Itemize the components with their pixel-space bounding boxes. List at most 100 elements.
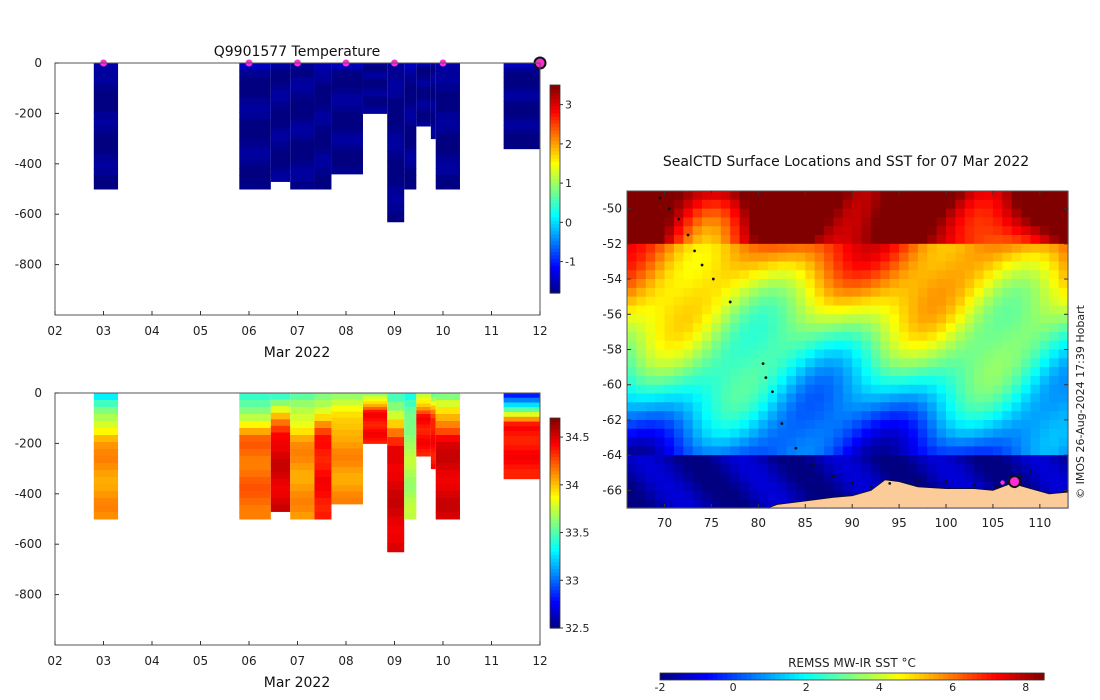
sst-cell xyxy=(852,455,863,465)
profile-cell xyxy=(270,491,291,499)
sst-cell xyxy=(974,208,985,219)
sst-cell xyxy=(1021,287,1032,298)
profile-cell xyxy=(404,182,417,190)
sst-cell xyxy=(711,314,722,324)
sst-cell xyxy=(795,261,806,271)
sst-cell xyxy=(758,340,769,351)
profile-cell xyxy=(416,70,431,74)
sst-cell xyxy=(711,411,722,421)
colorbar-frame xyxy=(659,672,1045,681)
sst-cell xyxy=(627,191,637,201)
sst-cell xyxy=(655,191,666,201)
sst-cell xyxy=(720,287,731,298)
sst-cell xyxy=(1039,367,1050,377)
sst-cell xyxy=(842,252,853,263)
sst-cell xyxy=(795,402,806,412)
sst-cell xyxy=(692,217,703,227)
sst-cell xyxy=(739,235,750,245)
sst-cell xyxy=(748,191,759,201)
sst-cell xyxy=(692,340,703,351)
profile-cell xyxy=(362,426,388,430)
sst-cell xyxy=(1058,305,1069,315)
sst-cell xyxy=(852,314,863,324)
sst-cell xyxy=(702,199,713,210)
profile-cell xyxy=(416,428,431,432)
profile-column xyxy=(239,63,271,190)
sst-cell xyxy=(1030,472,1041,483)
profile-cell xyxy=(290,161,315,169)
sst-cell xyxy=(767,402,778,412)
profile-cell xyxy=(404,435,417,443)
sst-cell xyxy=(889,243,900,254)
colorbar-segment xyxy=(550,265,560,270)
sst-cell xyxy=(767,252,778,263)
sst-cell xyxy=(673,314,684,324)
profile-cell xyxy=(435,463,460,471)
sst-cell xyxy=(711,446,722,456)
sst-cell xyxy=(842,428,853,439)
colorbar-tick-label: 0 xyxy=(565,216,572,229)
sst-cell xyxy=(1002,208,1013,219)
profile-cell xyxy=(362,82,388,86)
sst-cell xyxy=(861,270,872,280)
sst-cell xyxy=(1039,217,1050,227)
sst-cell xyxy=(852,305,863,315)
sst-cell xyxy=(767,323,778,333)
profile-cell xyxy=(270,498,291,506)
sst-cell xyxy=(974,340,985,351)
sst-cell xyxy=(1058,455,1069,465)
sst-cell xyxy=(777,305,788,315)
sst-cell xyxy=(927,393,938,403)
profile-cell xyxy=(331,491,363,499)
profile-cell xyxy=(290,505,315,513)
sst-cell xyxy=(824,375,835,386)
sst-cell xyxy=(1039,314,1050,324)
profile-cell xyxy=(93,112,119,120)
sst-cell xyxy=(1030,367,1041,377)
profile-cell xyxy=(416,63,431,67)
sst-cell xyxy=(645,340,656,351)
sst-cell xyxy=(992,463,1003,474)
recent-position xyxy=(1000,480,1005,485)
sst-cell xyxy=(777,323,788,333)
sst-cell xyxy=(739,472,750,483)
sst-cell xyxy=(842,411,853,421)
sst-cell xyxy=(739,481,750,491)
sst-cell xyxy=(889,314,900,324)
profile-cell xyxy=(387,410,405,420)
sst-cell xyxy=(889,305,900,315)
sst-cell xyxy=(1039,235,1050,245)
profile-cell xyxy=(270,69,291,77)
profile-cell xyxy=(239,484,271,492)
sst-cell xyxy=(730,437,741,447)
sst-cell xyxy=(936,191,947,201)
lat-tick-label: -58 xyxy=(602,343,622,357)
colorbar-segment xyxy=(550,161,560,166)
profile-column xyxy=(387,63,405,223)
sst-cell xyxy=(655,243,666,254)
colorbar-segment xyxy=(550,182,560,187)
colorbar-segment xyxy=(550,575,560,580)
x-tick-label: 04 xyxy=(144,654,159,668)
sst-cell xyxy=(983,446,994,456)
colorbar-segment xyxy=(727,673,733,680)
sst-cell xyxy=(692,314,703,324)
sst-cell xyxy=(964,226,975,236)
sst-cell xyxy=(1021,340,1032,351)
profile-cell xyxy=(93,119,119,127)
profile-cell xyxy=(404,512,417,520)
sst-cell xyxy=(758,499,769,509)
profile-cell xyxy=(387,98,405,108)
sst-cell xyxy=(983,455,994,465)
profile-cell xyxy=(435,133,460,141)
sst-cell xyxy=(748,279,759,289)
sst-cell xyxy=(899,402,910,412)
colorbar-segment xyxy=(550,530,560,535)
sst-cell xyxy=(1058,358,1069,368)
sst-cell xyxy=(720,472,731,483)
profile-cell xyxy=(503,124,540,131)
sst-cell xyxy=(805,314,816,324)
sst-cell xyxy=(983,270,994,280)
sst-cell xyxy=(983,217,994,227)
sst-cell xyxy=(1039,455,1050,465)
